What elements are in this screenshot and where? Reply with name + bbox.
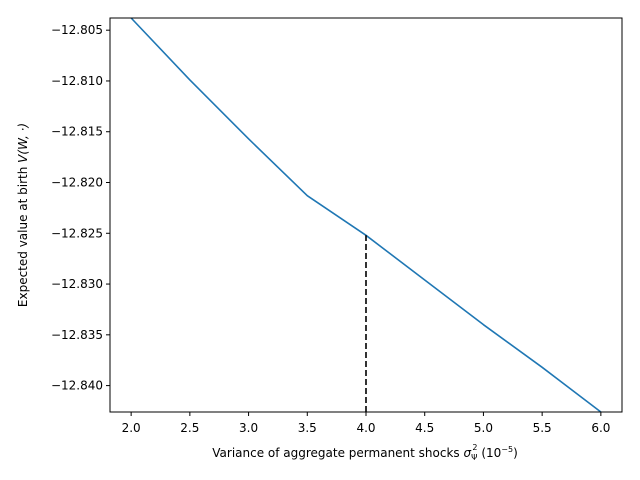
- y-tick-label: −12.815: [51, 125, 103, 139]
- series-point: [483, 324, 485, 326]
- x-axis-label-units-open: (10: [478, 446, 502, 460]
- y-tick-label: −12.810: [51, 74, 103, 88]
- series-layer: [130, 17, 602, 413]
- y-axis-label: Expected value at birth V(W, ·): [16, 123, 30, 307]
- y-tick-label: −12.825: [51, 226, 103, 240]
- x-tick-label: 2.0: [122, 421, 141, 435]
- x-tick-label: 3.0: [239, 421, 258, 435]
- x-axis-label-units-exp: −5: [501, 445, 513, 454]
- x-axis-label-sigma: σ: [464, 446, 472, 460]
- x-tick-label: 5.0: [474, 421, 493, 435]
- x-axis-label-sub: Ψ: [471, 453, 477, 462]
- x-axis-label-sup: 2: [472, 443, 477, 452]
- x-tick-label: 4.5: [415, 421, 434, 435]
- x-axis-ticks: 2.0 2.5 3.0 3.5 4.0 4.5 5.0 5.5 6.0: [122, 412, 610, 435]
- y-tick-label: −12.830: [51, 277, 103, 291]
- y-tick-label: −12.840: [51, 379, 103, 393]
- y-axis-label-math: V(W, ·): [16, 123, 30, 163]
- x-tick-label: 4.0: [356, 421, 375, 435]
- x-tick-label: 3.5: [298, 421, 317, 435]
- y-axis-label-main: Expected value at birth: [16, 163, 30, 307]
- x-axis-label: Variance of aggregate permanent shocks σ…: [212, 443, 518, 462]
- x-axis-label-main: Variance of aggregate permanent shocks: [212, 446, 463, 460]
- y-tick-label: −12.805: [51, 23, 103, 37]
- x-tick-label: 2.5: [180, 421, 199, 435]
- x-tick-label: 6.0: [591, 421, 610, 435]
- series-point: [189, 79, 191, 81]
- y-tick-label: −12.835: [51, 328, 103, 342]
- x-tick-label: 5.5: [533, 421, 552, 435]
- series-point: [541, 367, 543, 369]
- series-point: [248, 138, 250, 140]
- series-point: [424, 279, 426, 281]
- y-axis-ticks: −12.805 −12.810 −12.815 −12.820 −12.825 −12.8…: [51, 23, 110, 393]
- y-tick-label: −12.820: [51, 176, 103, 190]
- plot-frame: [109, 17, 623, 413]
- series-point: [306, 195, 308, 197]
- x-axis-label-units-close: ): [513, 446, 518, 460]
